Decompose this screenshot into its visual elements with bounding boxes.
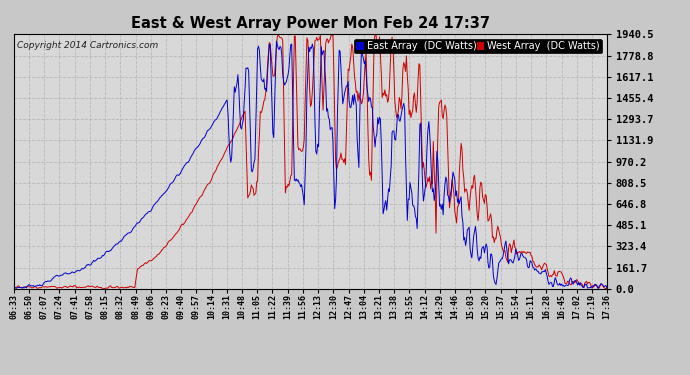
Text: Copyright 2014 Cartronics.com: Copyright 2014 Cartronics.com: [17, 41, 158, 50]
Legend: East Array  (DC Watts), West Array  (DC Watts): East Array (DC Watts), West Array (DC Wa…: [354, 39, 602, 54]
Title: East & West Array Power Mon Feb 24 17:37: East & West Array Power Mon Feb 24 17:37: [131, 16, 490, 31]
